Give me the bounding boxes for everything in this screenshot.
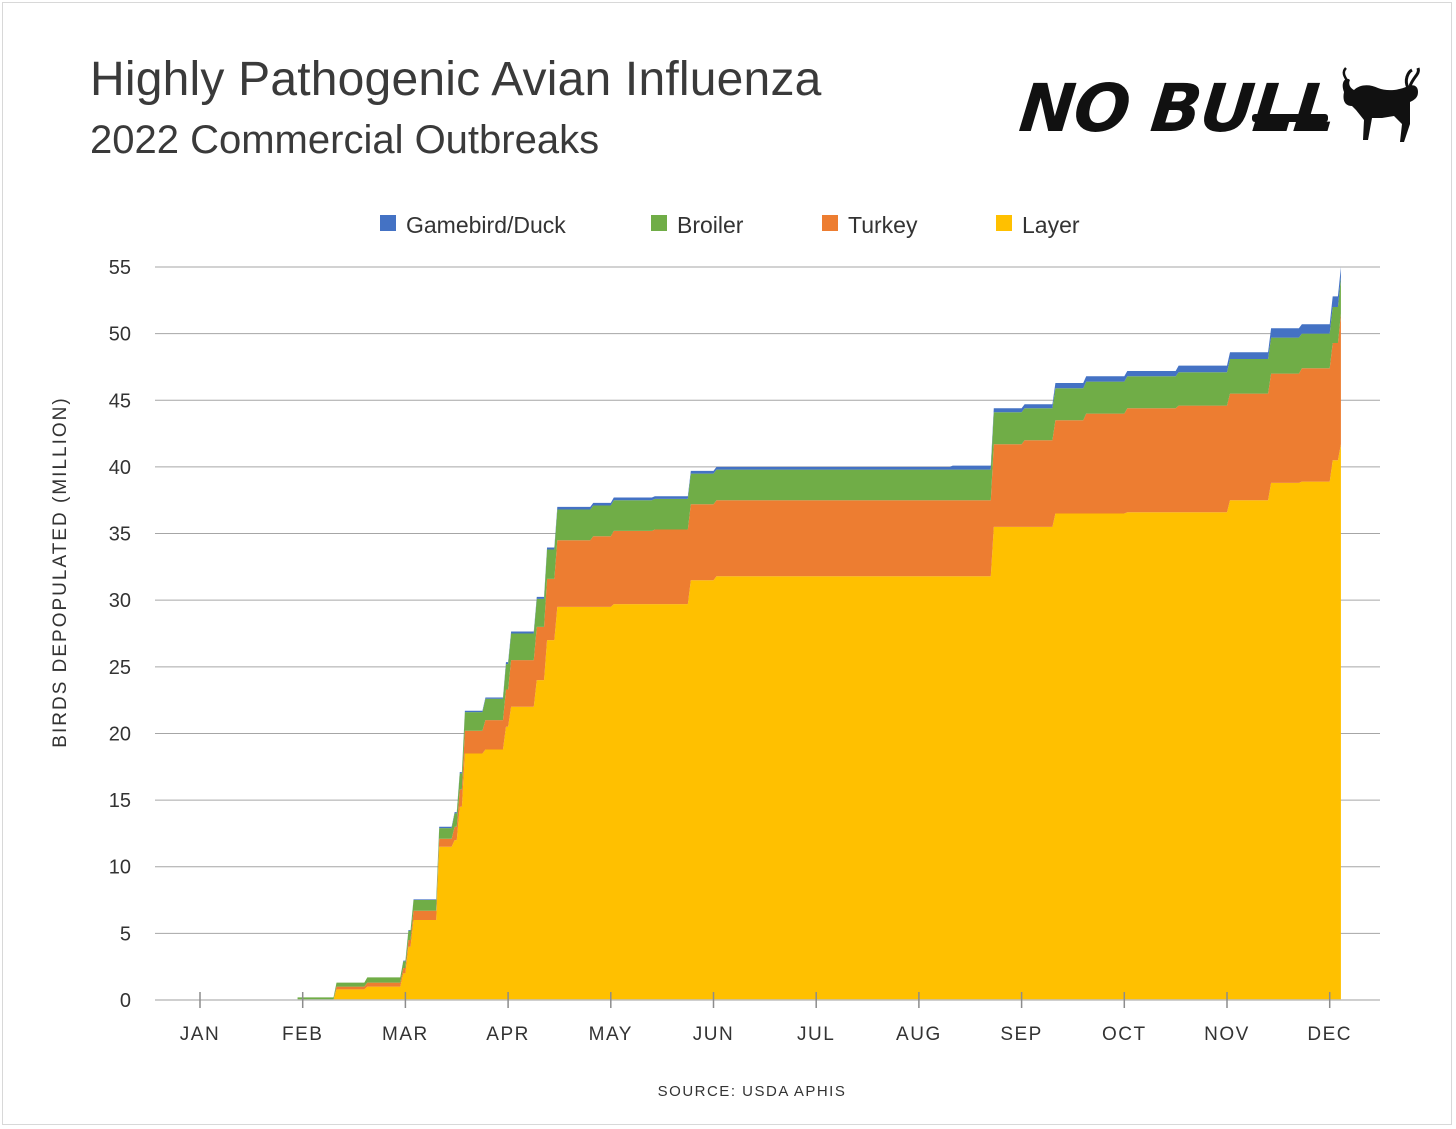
legend: Gamebird/Duck Broiler Turkey Layer [380, 212, 1080, 238]
x-tick-label: AUG [896, 1024, 942, 1045]
series-areas [297, 267, 1341, 1001]
y-tick-label: 25 [109, 657, 131, 679]
x-axis: JAN FEB MAR APR MAY JUN JUL AUG SEP OCT NOV DEC [155, 992, 1380, 1045]
legend-label: Layer [1022, 212, 1080, 238]
y-tick-label: 55 [109, 257, 131, 279]
y-tick-label: 35 [109, 524, 131, 546]
x-tick-label: OCT [1102, 1024, 1147, 1045]
chart-subtitle: 2022 Commercial Outbreaks [90, 118, 600, 162]
legend-label: Gamebird/Duck [406, 212, 566, 238]
x-tick-label: MAR [382, 1024, 429, 1045]
y-tick-label: 40 [109, 457, 131, 479]
y-tick-label: 10 [109, 857, 131, 879]
brand-dash [1252, 114, 1328, 122]
x-tick-label: DEC [1307, 1024, 1352, 1045]
legend-label: Broiler [677, 212, 744, 238]
x-tick-label: APR [486, 1024, 530, 1045]
y-axis-label: BIRDS DEPOPULATED (MILLION) [50, 396, 71, 747]
x-tick-label: FEB [282, 1024, 323, 1045]
y-tick-label: 45 [109, 390, 131, 412]
x-tick-label: JUL [797, 1024, 835, 1045]
legend-swatch [651, 215, 667, 231]
source-note: SOURCE: USDA APHIS [658, 1083, 847, 1100]
x-tick-label: SEP [1000, 1024, 1043, 1045]
y-tick-label: 50 [109, 324, 131, 346]
legend-swatch [380, 215, 396, 231]
bull-icon [1342, 67, 1420, 142]
x-tick-label: JAN [180, 1024, 220, 1045]
legend-swatch [996, 215, 1012, 231]
series-area-turkey [297, 313, 1341, 1000]
x-tick-label: MAY [589, 1024, 633, 1045]
y-tick-label: 15 [109, 790, 131, 812]
legend-swatch [822, 215, 838, 231]
y-tick-label: 20 [109, 723, 131, 745]
legend-label: Turkey [848, 212, 918, 238]
brand-logo: NO BULL [1016, 62, 1420, 157]
chart-title: Highly Pathogenic Avian Influenza [90, 53, 822, 106]
y-axis-ticks: 0 5 10 15 20 25 30 35 40 45 50 55 [109, 257, 131, 1012]
series-area-layer [297, 444, 1341, 1001]
y-tick-label: 5 [120, 923, 131, 945]
x-tick-label: JUN [693, 1024, 734, 1045]
y-tick-label: 0 [120, 990, 131, 1012]
y-tick-label: 30 [109, 590, 131, 612]
x-tick-label: NOV [1204, 1024, 1250, 1045]
